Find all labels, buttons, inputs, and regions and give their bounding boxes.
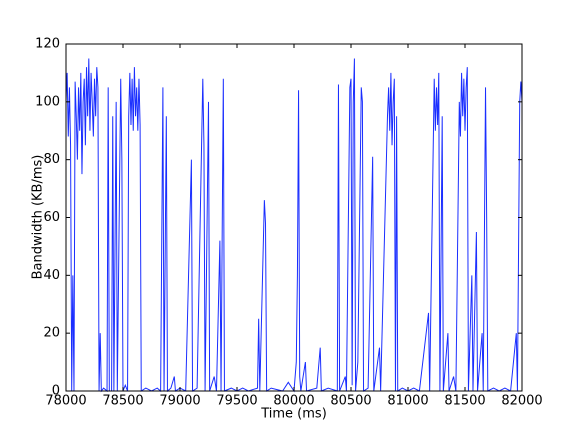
x-tick-label: 81000 bbox=[387, 394, 428, 409]
y-tick-label: 120 bbox=[35, 37, 60, 52]
y-axis-label: Bandwidth (KB/ms) bbox=[31, 155, 46, 280]
y-tick-label: 40 bbox=[43, 268, 60, 283]
y-tick-label: 0 bbox=[52, 384, 60, 399]
y-tick-label: 100 bbox=[35, 94, 60, 109]
x-tick-label: 78000 bbox=[45, 394, 86, 409]
x-tick-label: 80000 bbox=[273, 394, 314, 409]
y-tick-label: 80 bbox=[43, 152, 60, 167]
x-axis-label: Time (ms) bbox=[260, 407, 327, 422]
data-line bbox=[65, 58, 523, 393]
x-tick-label: 79000 bbox=[159, 394, 200, 409]
x-tick-label: 80500 bbox=[330, 394, 371, 409]
plot-area bbox=[66, 44, 522, 391]
y-tick-label: 20 bbox=[43, 326, 60, 341]
y-tick-label: 60 bbox=[43, 210, 60, 225]
x-tick-label: 78500 bbox=[102, 394, 143, 409]
x-tick-label: 82000 bbox=[501, 394, 542, 409]
x-tick-label: 79500 bbox=[216, 394, 257, 409]
x-tick-label: 81500 bbox=[444, 394, 485, 409]
